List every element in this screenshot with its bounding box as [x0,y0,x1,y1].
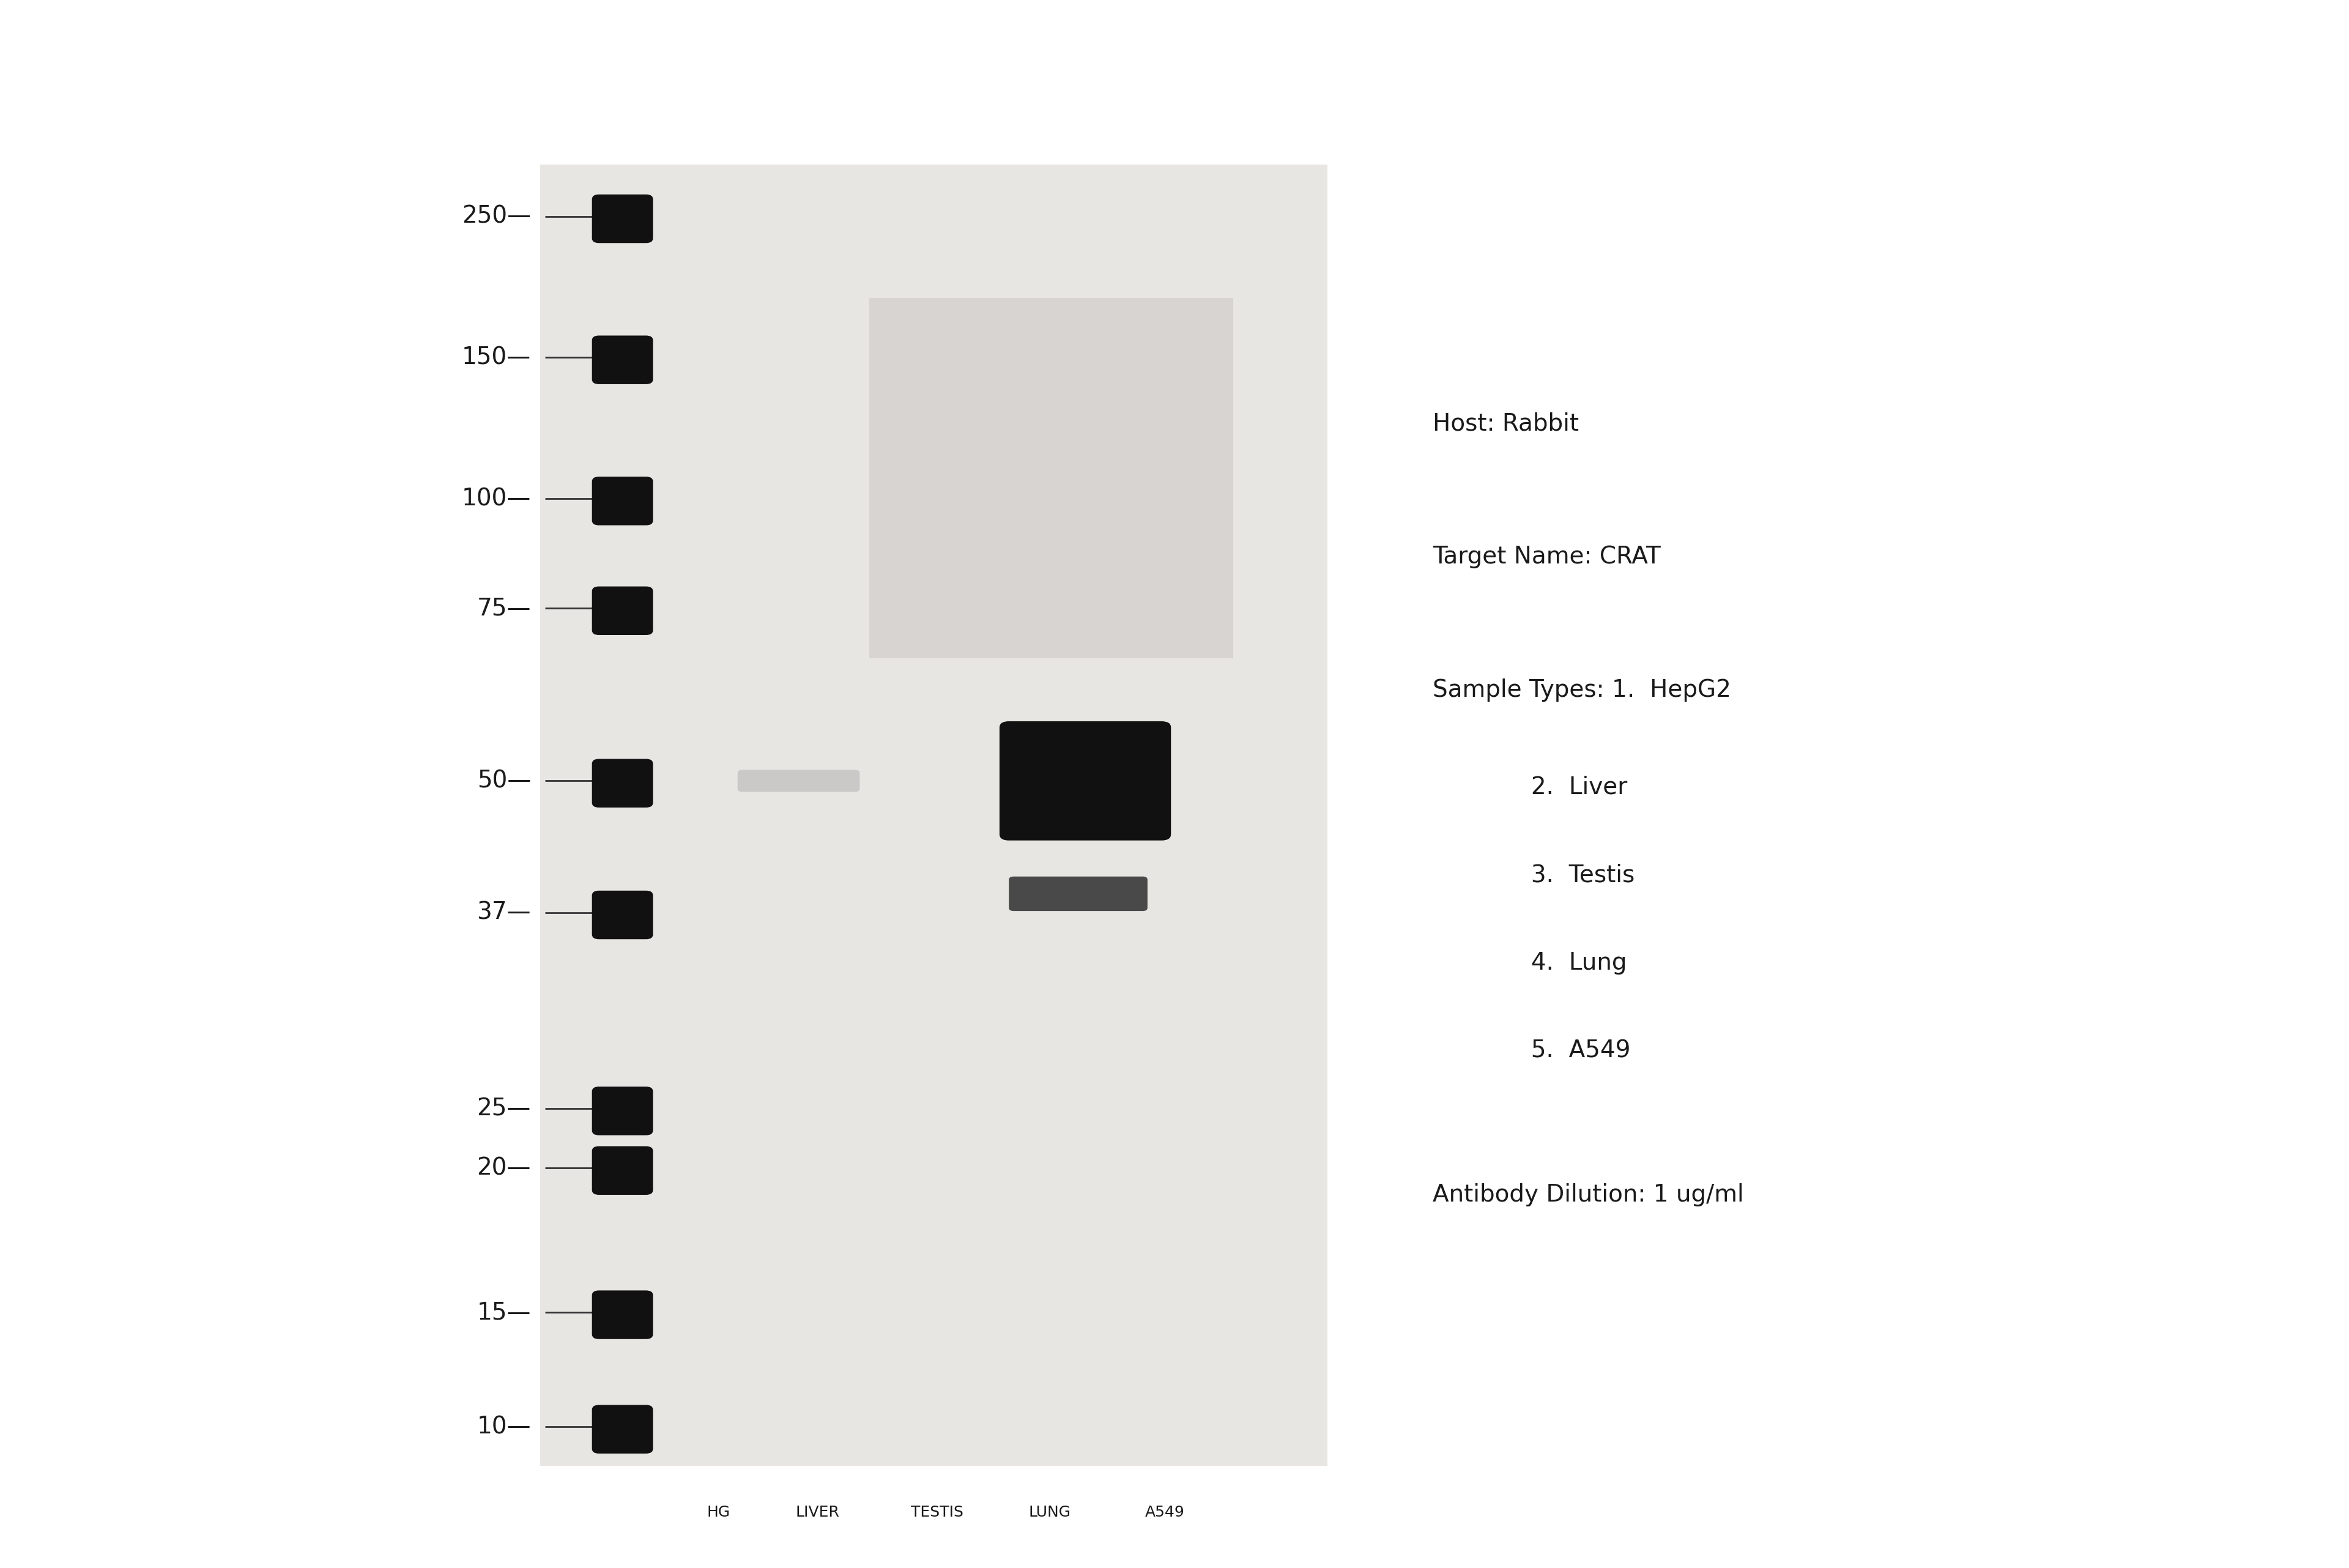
FancyBboxPatch shape [592,194,653,243]
Text: 75—: 75— [477,597,531,619]
Text: 25—: 25— [477,1098,531,1120]
FancyBboxPatch shape [592,759,653,808]
Text: TESTIS: TESTIS [911,1505,963,1519]
Text: 20—: 20— [477,1157,531,1179]
Text: 37—: 37— [477,902,531,924]
Text: 2.  Liver: 2. Liver [1433,776,1628,798]
FancyBboxPatch shape [592,336,653,384]
Text: 15—: 15— [477,1301,531,1323]
Text: 50—: 50— [477,770,531,792]
Bar [869,298,1233,659]
FancyBboxPatch shape [592,1146,653,1195]
Text: Target Name: CRAT: Target Name: CRAT [1433,546,1661,568]
FancyBboxPatch shape [592,1087,653,1135]
Text: Sample Types: 1.  HepG2: Sample Types: 1. HepG2 [1433,679,1731,701]
Text: 150—: 150— [463,347,531,368]
Text: A549: A549 [1146,1505,1184,1519]
Text: LUNG: LUNG [1029,1505,1071,1519]
Text: Antibody Dilution: 1 ug/ml: Antibody Dilution: 1 ug/ml [1433,1184,1743,1206]
FancyBboxPatch shape [592,477,653,525]
FancyBboxPatch shape [592,586,653,635]
Bar [540,165,1327,1466]
Text: 5.  A549: 5. A549 [1433,1040,1630,1062]
Text: 4.  Lung: 4. Lung [1433,952,1628,974]
Text: 100—: 100— [463,488,531,510]
FancyBboxPatch shape [1010,877,1146,911]
Text: LIVER: LIVER [796,1505,839,1519]
Text: 10—: 10— [477,1416,531,1438]
FancyBboxPatch shape [1001,721,1170,840]
FancyBboxPatch shape [738,770,860,792]
Text: HG: HG [707,1505,731,1519]
FancyBboxPatch shape [592,1405,653,1454]
FancyBboxPatch shape [592,891,653,939]
Text: 250—: 250— [463,205,531,227]
FancyBboxPatch shape [592,1290,653,1339]
Text: 3.  Testis: 3. Testis [1433,864,1635,886]
Text: Host: Rabbit: Host: Rabbit [1433,412,1579,434]
